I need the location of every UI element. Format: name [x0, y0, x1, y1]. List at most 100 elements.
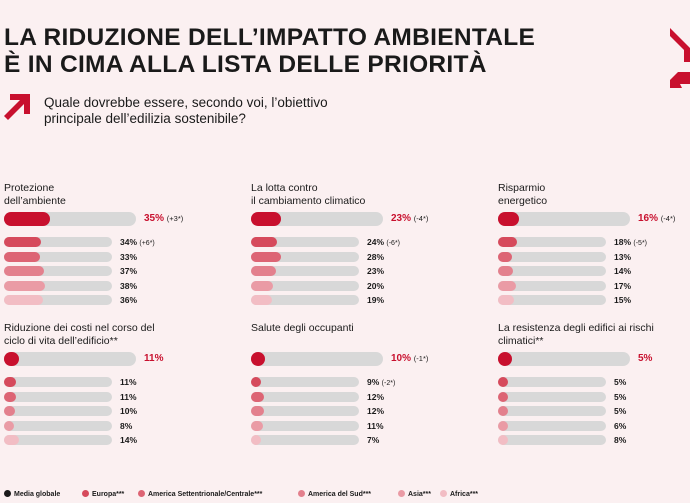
global-value-label: 11%: [144, 352, 163, 366]
region-percent: 8%: [120, 420, 133, 431]
region-bar-track: [251, 237, 359, 247]
region-bar: [498, 295, 515, 305]
region-bar-track: [4, 280, 112, 291]
legend-item-global: Media globale: [4, 489, 60, 501]
global-bar: [498, 352, 512, 366]
region-bar: [251, 377, 261, 387]
region-value-label: 20%: [367, 280, 384, 294]
region-value-label: 12%: [367, 405, 384, 419]
region-bar-track: [4, 266, 112, 276]
global-bar-track: [251, 352, 383, 366]
legend-item-europa: Europa***: [82, 489, 124, 501]
region-row: 7%: [251, 435, 436, 445]
region-bar-track: [498, 435, 606, 445]
region-value-label: 12%: [367, 391, 384, 405]
region-row: 23%: [251, 266, 436, 276]
region-change: (-5*): [633, 240, 648, 247]
region-bar: [4, 266, 44, 276]
panel-title-line-1: La lotta contro: [251, 182, 318, 194]
chart-panel: La resistenza degli edifici ai rischi cli…: [498, 322, 683, 462]
region-bar: [4, 295, 43, 305]
global-change: (+3*): [166, 214, 184, 223]
region-row: 36%: [4, 295, 189, 305]
chart-panel: Salute degli occupanti 10% (-1*) 9% (-2*) 1…: [251, 322, 436, 462]
region-bar: [4, 420, 14, 431]
region-value-label: 28%: [367, 251, 384, 265]
region-percent: 28%: [367, 251, 385, 262]
global-bar-track: [251, 212, 383, 226]
region-bar: [251, 435, 261, 445]
chart-panel: Riduzione dei costi nel corso del ciclo d…: [4, 322, 189, 462]
region-percent: 24%: [367, 237, 385, 247]
region-value-label: 34% (+6*): [120, 236, 155, 250]
region-value-label: 11%: [367, 420, 384, 434]
legend-label: Media globale: [14, 491, 61, 498]
region-row: 17%: [498, 280, 683, 294]
global-percent: 11%: [144, 353, 164, 364]
chart-panel: Protezione dell’ambiente 35% (+3*) 34% (+6*…: [4, 182, 189, 322]
region-percent: 7%: [367, 435, 380, 445]
region-percent: 11%: [367, 420, 384, 431]
region-bar: [498, 377, 508, 387]
legend-dot: [440, 490, 447, 497]
region-percent: 5%: [614, 391, 627, 402]
region-percent: 23%: [367, 266, 385, 276]
global-percent: 10%: [391, 353, 412, 364]
region-percent: 36%: [120, 295, 138, 305]
legend-dot: [82, 490, 89, 497]
region-bar: [498, 406, 508, 416]
region-bar: [498, 266, 514, 276]
region-bar: [251, 295, 272, 305]
region-row: 12%: [251, 391, 436, 405]
region-value-label: 11%: [120, 376, 137, 390]
region-bar-track: [251, 391, 359, 402]
region-bar-track: [251, 295, 359, 305]
region-bar-track: [4, 435, 112, 445]
region-row: 34% (+6*): [4, 237, 189, 247]
panel-title-line-2: il cambiamento climatico: [251, 194, 366, 207]
region-bar-track: [251, 266, 359, 276]
global-bar-track: [4, 352, 136, 366]
region-value-label: 23%: [367, 265, 384, 279]
question-text: Quale dovrebbe essere, secondo voi, l’ob…: [44, 95, 328, 127]
region-bar: [498, 391, 508, 402]
global-bar: [498, 212, 520, 226]
region-row: 10%: [4, 406, 189, 416]
region-percent: 5%: [614, 406, 627, 416]
region-bar-track: [4, 237, 112, 247]
region-value-label: 17%: [614, 280, 631, 294]
region-bar-track: [498, 237, 606, 247]
legend-label: Africa***: [450, 491, 479, 498]
region-bar: [4, 377, 16, 387]
region-bar-track: [4, 377, 112, 387]
region-percent: 11%: [120, 391, 137, 402]
panel-title: Protezione dell’ambiente: [4, 182, 66, 207]
title-line-2: È IN CIMA ALLA LISTA DELLE PRIORITÀ: [4, 51, 487, 78]
panel-title-line-1: La resistenza degli edifici ai rischi: [498, 322, 654, 334]
region-value-label: 7%: [367, 434, 379, 448]
region-bar-track: [498, 295, 606, 305]
global-percent: 23%: [391, 213, 412, 224]
region-percent: 17%: [614, 280, 632, 291]
region-bar-track: [4, 295, 112, 305]
question-line-2: principale dell’edilizia sostenibile?: [44, 111, 246, 126]
legend-item-america-settentrionale: America Settentrionale/Centrale***: [138, 489, 262, 501]
region-percent: 13%: [614, 251, 632, 262]
region-value-label: 9% (-2*): [367, 376, 395, 390]
region-bar-track: [498, 266, 606, 276]
global-change: (-4*): [660, 214, 676, 223]
region-value-label: 8%: [120, 420, 132, 434]
region-value-label: 19%: [367, 294, 384, 308]
brand-logo: [670, 28, 690, 88]
region-row: 28%: [251, 251, 436, 265]
region-change: (+6*): [139, 240, 155, 247]
legend-dot: [398, 490, 405, 497]
region-row: 11%: [251, 420, 436, 434]
global-change: (-1*): [413, 354, 429, 363]
region-row: 11%: [4, 377, 189, 387]
region-percent: 18%: [614, 237, 632, 247]
region-value-label: 33%: [120, 251, 137, 265]
region-row: 37%: [4, 266, 189, 276]
region-bar: [4, 251, 40, 262]
region-bar-track: [498, 280, 606, 291]
